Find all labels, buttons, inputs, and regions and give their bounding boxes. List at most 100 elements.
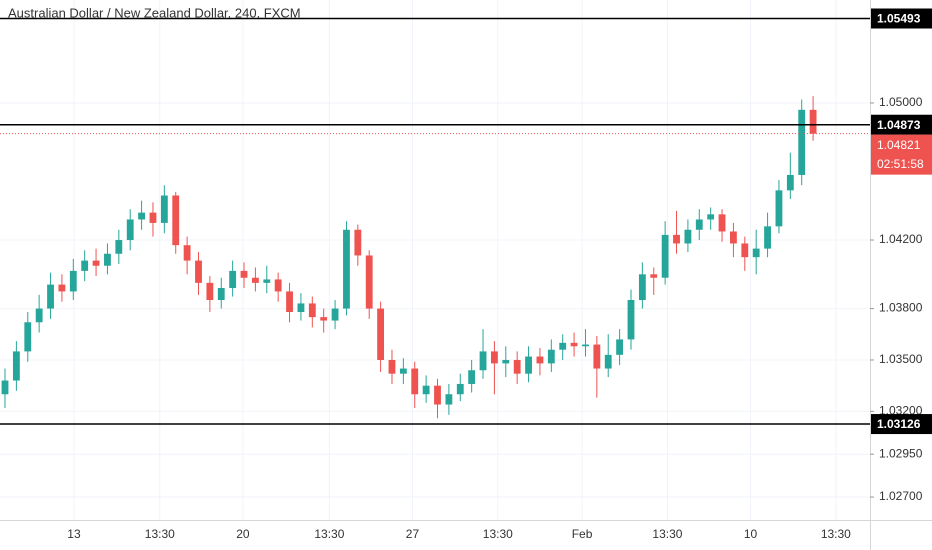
x-tick-label: 13:30 (145, 527, 175, 541)
candle-body (718, 214, 726, 232)
candle-body (422, 385, 430, 395)
candle-body (604, 354, 612, 369)
candle-body (752, 248, 760, 258)
price-label: 1.05493 (877, 12, 921, 26)
x-tick-label: 13:30 (483, 527, 513, 541)
current-price-label: 1.04821 (877, 138, 921, 152)
chart-title: Australian Dollar / New Zealand Dollar, … (8, 5, 301, 20)
candle-body (730, 231, 737, 244)
y-tick-label: 1.03200 (879, 404, 923, 418)
x-tick-label: Feb (572, 527, 593, 541)
candle-body (81, 260, 89, 271)
price-label: 1.03126 (877, 417, 921, 431)
candle-body (627, 300, 635, 340)
price-label: 1.04873 (877, 118, 921, 132)
candle-body (638, 274, 646, 301)
candle-body (365, 255, 373, 309)
candle-body (69, 270, 77, 292)
countdown-label: 02:51:58 (877, 157, 924, 171)
candle-body (183, 245, 191, 261)
candle-body (115, 240, 123, 254)
candle-body (445, 394, 453, 405)
candle-body (251, 277, 259, 283)
candle-body (206, 282, 214, 301)
y-tick-label: 1.02950 (879, 446, 923, 460)
candle-body (570, 342, 578, 347)
candle-body (12, 351, 20, 381)
candle-body (650, 274, 658, 278)
candle-body (616, 339, 624, 355)
candle-body (809, 109, 817, 134)
x-tick-label: 13:30 (821, 527, 851, 541)
candle-body (320, 317, 328, 321)
price-label-box (871, 414, 932, 435)
candle-body (35, 308, 43, 323)
y-tick-label: 1.04200 (879, 232, 923, 246)
candle-body (229, 270, 237, 289)
candle-body (377, 308, 385, 360)
candle-body (593, 344, 601, 369)
x-tick-label: 13:30 (652, 527, 682, 541)
candle-body (434, 385, 441, 405)
price-label-box (871, 8, 932, 29)
y-tick-label: 1.05000 (879, 95, 923, 109)
candle-body (354, 229, 362, 256)
candle-body (343, 229, 350, 309)
y-tick-label: 1.03500 (879, 352, 923, 366)
candle-body (502, 359, 510, 364)
candle-body (92, 260, 100, 266)
candle-body (741, 243, 749, 258)
candle-body (411, 368, 419, 395)
current-price-box (871, 134, 932, 175)
candle-body (525, 356, 532, 374)
candle-body (47, 284, 54, 309)
candle-body (798, 109, 806, 175)
candle-body (104, 253, 111, 266)
candle-body (707, 214, 715, 220)
candle-body (138, 212, 145, 220)
candle-body (786, 174, 794, 191)
candle-body (1, 380, 9, 395)
x-tick-label: 10 (744, 527, 758, 541)
x-tick-label: 20 (236, 527, 250, 541)
candle-body (479, 351, 487, 371)
candle-body (468, 370, 476, 384)
candle-body (217, 288, 225, 301)
candle-body (559, 342, 567, 350)
candle-body (547, 349, 555, 364)
price-label-box (871, 114, 932, 135)
candle-body (308, 303, 316, 318)
candle-body (58, 284, 66, 292)
candle-body (24, 322, 32, 352)
candle-body (297, 303, 305, 312)
candle-body (775, 190, 783, 227)
candle-body (661, 234, 669, 278)
candle-body (513, 359, 521, 374)
candle-body (695, 219, 703, 230)
candle-body (399, 368, 407, 374)
candle-body (764, 226, 771, 249)
candle-body (195, 260, 202, 283)
candle-body (673, 234, 680, 244)
x-tick-label: 27 (406, 527, 420, 541)
candle-body (388, 359, 396, 374)
candle-body (274, 279, 282, 292)
candle-body (263, 279, 271, 283)
candle-body (149, 212, 157, 223)
candle-body (240, 270, 248, 278)
candle-body (126, 219, 134, 241)
candle-body (286, 291, 293, 312)
candle-body (331, 308, 339, 321)
y-tick-label: 1.02700 (879, 489, 923, 503)
y-tick-label: 1.03800 (879, 301, 923, 315)
x-tick-label: 13:30 (314, 527, 344, 541)
candle-body (160, 195, 168, 223)
candle-body (582, 344, 589, 347)
x-tick-label: 13 (67, 527, 81, 541)
candle-body (172, 195, 180, 246)
candle-body (684, 229, 692, 244)
candle-body (536, 356, 544, 364)
candle-body (456, 383, 464, 395)
